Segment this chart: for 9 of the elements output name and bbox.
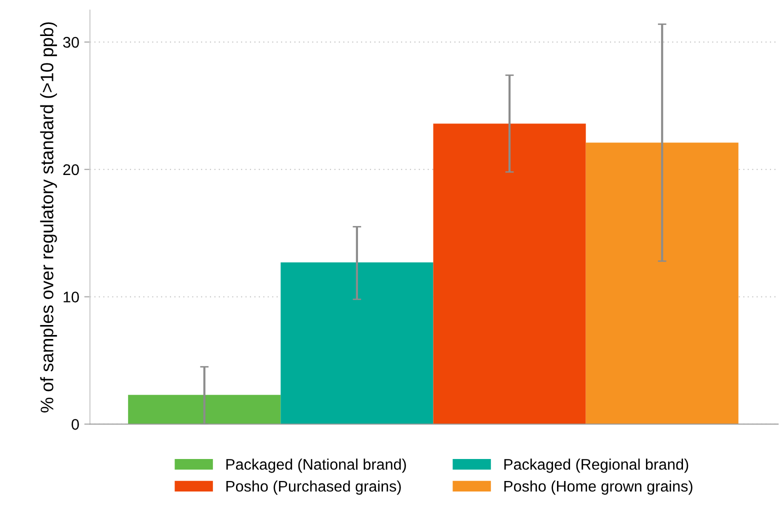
legend-label: Posho (Home grown grains) bbox=[504, 480, 692, 495]
y-axis-title: % of samples over regulatory standard (>10 ppb) bbox=[40, 22, 57, 412]
legend-label: Packaged (National brand) bbox=[226, 458, 406, 473]
legend-label: Packaged (Regional brand) bbox=[504, 458, 688, 473]
legend-label: Posho (Purchased grains) bbox=[226, 480, 401, 495]
y-tick-label: 30 bbox=[63, 36, 79, 48]
y-tick-label: 10 bbox=[64, 292, 79, 302]
y-tick-label: 20 bbox=[63, 164, 79, 176]
y-tick-label: 0 bbox=[72, 419, 79, 430]
